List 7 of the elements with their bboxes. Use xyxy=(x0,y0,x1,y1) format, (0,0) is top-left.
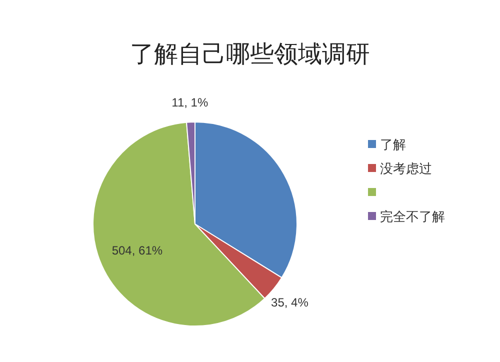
legend-label: 完全不了解 xyxy=(380,209,445,224)
data-label: 504, 61% xyxy=(112,244,163,258)
legend-label: 了解 xyxy=(380,137,406,152)
data-label: 35, 4% xyxy=(271,296,309,310)
legend-label: 没考虑过 xyxy=(380,161,432,176)
chart-title: 了解自己哪些领域调研 xyxy=(130,41,370,68)
data-label: 11, 1% xyxy=(172,96,208,110)
